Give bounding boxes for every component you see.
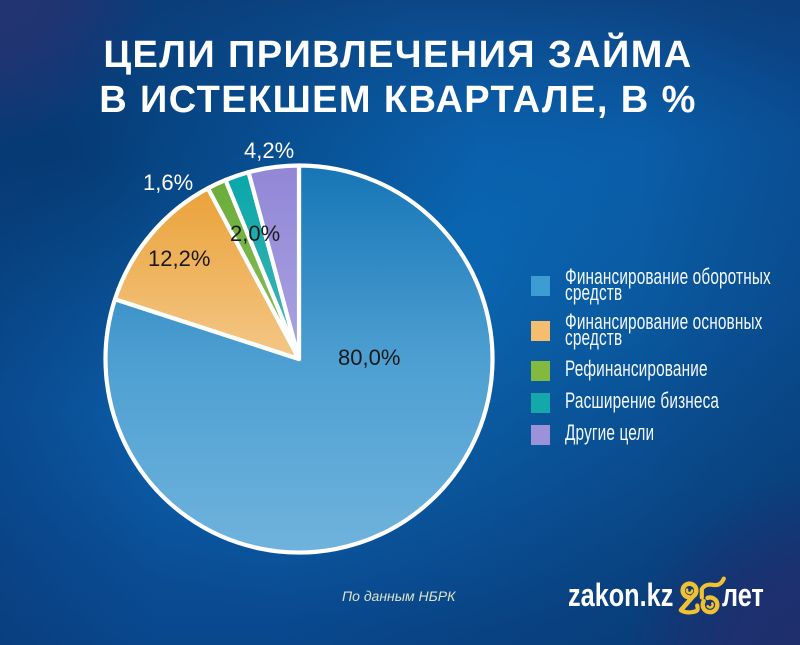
svg-text:zakon.kz: zakon.kz (568, 578, 673, 614)
svg-text:лет: лет (722, 578, 764, 614)
